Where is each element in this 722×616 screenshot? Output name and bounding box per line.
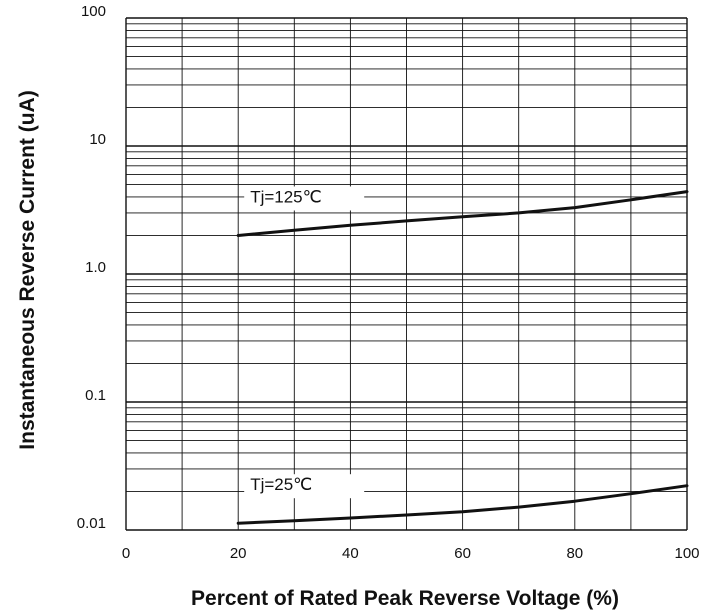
x-tick-label: 100 — [674, 545, 699, 562]
x-tick-labels: 0 20 40 60 80 100 — [122, 545, 700, 562]
series-line — [236, 484, 689, 525]
y-tick-labels: 0.01 0.1 1.0 10 100 — [77, 3, 106, 532]
y-tick-label: 100 — [81, 3, 106, 20]
y-tick-label: 0.1 — [85, 387, 106, 404]
x-axis-title: Percent of Rated Peak Reverse Voltage (%… — [191, 587, 619, 610]
x-tick-label: 0 — [122, 545, 130, 562]
grid — [125, 17, 688, 531]
series-label: Tj=125℃ — [250, 187, 322, 206]
series-line — [236, 190, 689, 237]
y-tick-label: 10 — [89, 131, 106, 148]
x-tick-label: 80 — [566, 545, 583, 562]
series-label-bg — [244, 474, 365, 499]
x-tick-label: 40 — [342, 545, 359, 562]
series-label: Tj=25℃ — [250, 475, 312, 494]
x-tick-label: 60 — [454, 545, 471, 562]
y-tick-label: 1.0 — [85, 259, 106, 276]
series-lines: Tj=125℃ Tj=25℃ — [236, 186, 689, 525]
y-axis-title: Instantaneous Reverse Current (uA) — [16, 90, 39, 449]
series-label-bg — [244, 186, 365, 211]
x-tick-label: 20 — [230, 545, 247, 562]
y-tick-label: 0.01 — [77, 515, 106, 532]
